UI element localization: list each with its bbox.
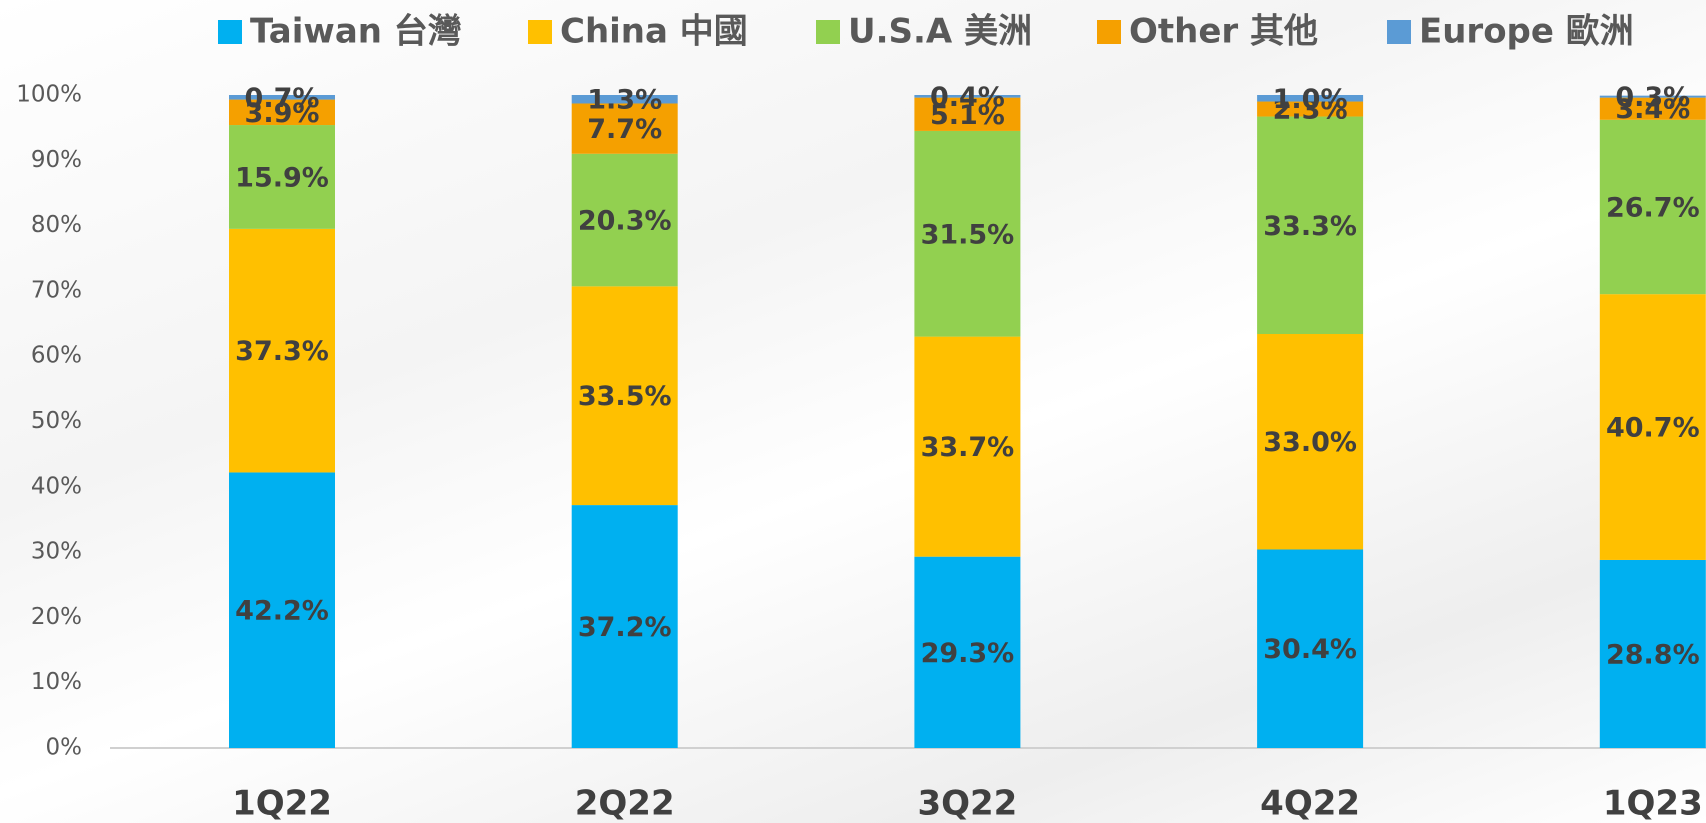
y-tick-label: 80% [31,212,82,238]
bar-segment [1257,101,1364,117]
bar-segment [571,95,678,104]
data-label: 0.3% [1615,82,1690,113]
y-tick-label: 40% [31,473,82,499]
legend-label: China 中國 [560,12,748,52]
bar-segment [1257,333,1364,550]
y-tick-label: 60% [31,343,82,369]
bar-segment [571,286,678,506]
data-label: 0.7% [245,83,320,114]
y-tick-label: 100% [16,82,82,108]
bar-segment [571,505,678,748]
data-label: 33.5% [578,381,672,412]
data-label: 33.7% [921,432,1015,463]
bar-segment [914,95,1021,98]
data-label: 40.7% [1606,413,1700,444]
bar-segment [229,99,335,126]
x-tick-label: 1Q23 [1603,784,1703,823]
data-label: 28.8% [1606,639,1700,670]
x-tick-label: 4Q22 [1260,784,1360,823]
bar-segment [1257,549,1364,748]
legend-label: U.S.A 美洲 [848,12,1032,52]
data-label: 3.4% [1615,94,1690,125]
data-label: 26.7% [1606,192,1700,223]
data-label: 30.4% [1263,634,1357,665]
legend-label: Europe 歐洲 [1419,12,1634,52]
data-label: 7.7% [587,114,662,145]
bar-segment [914,556,1021,748]
bar-segment [571,103,678,154]
data-label: 20.3% [578,206,672,237]
data-label: 37.2% [578,612,672,643]
bar-segment [1599,119,1706,295]
bar-segment [1599,294,1706,560]
y-tick-label: 30% [31,539,82,565]
bar-segment [229,125,335,229]
legend-label: Other 其他 [1129,12,1318,52]
y-tick-label: 20% [31,604,82,630]
x-tick-label: 3Q22 [917,784,1017,823]
bar-segment [914,97,1021,131]
data-label: 5.1% [930,100,1005,131]
bar-segment [914,130,1021,337]
legend-swatch [816,20,840,44]
data-label: 37.3% [235,336,329,367]
legend-swatch [1097,20,1121,44]
bar-segment [1599,559,1706,748]
data-label: 42.2% [235,596,329,627]
x-tick-label: 2Q22 [575,784,675,823]
bar-segment [1599,97,1706,120]
y-tick-label: 90% [31,147,82,173]
bar-segment [229,228,335,473]
bar-segment [571,153,678,287]
legend-label: Taiwan 台灣 [250,12,462,52]
legend-swatch [1387,20,1411,44]
data-label: 0.4% [930,82,1005,113]
data-label: 15.9% [235,162,329,193]
x-tick-label: 1Q22 [232,784,332,823]
legend-swatch [528,20,552,44]
bar-segment [1257,116,1364,334]
data-label: 1.0% [1273,84,1348,115]
data-label: 33.0% [1263,427,1357,458]
bar-segment [914,336,1021,557]
data-label: 1.3% [587,85,662,116]
bar-segment [229,95,335,100]
data-label: 31.5% [921,219,1015,250]
bar-segment [1257,95,1364,102]
y-tick-label: 50% [31,408,82,434]
data-label: 29.3% [921,638,1015,669]
bar-segment [229,472,335,748]
data-label: 33.3% [1263,211,1357,242]
y-tick-label: 0% [46,735,83,761]
bar-segment [1599,95,1706,98]
legend-swatch [218,20,242,44]
y-tick-label: 70% [31,277,82,303]
y-tick-label: 10% [31,669,82,695]
data-label: 3.9% [245,98,320,129]
